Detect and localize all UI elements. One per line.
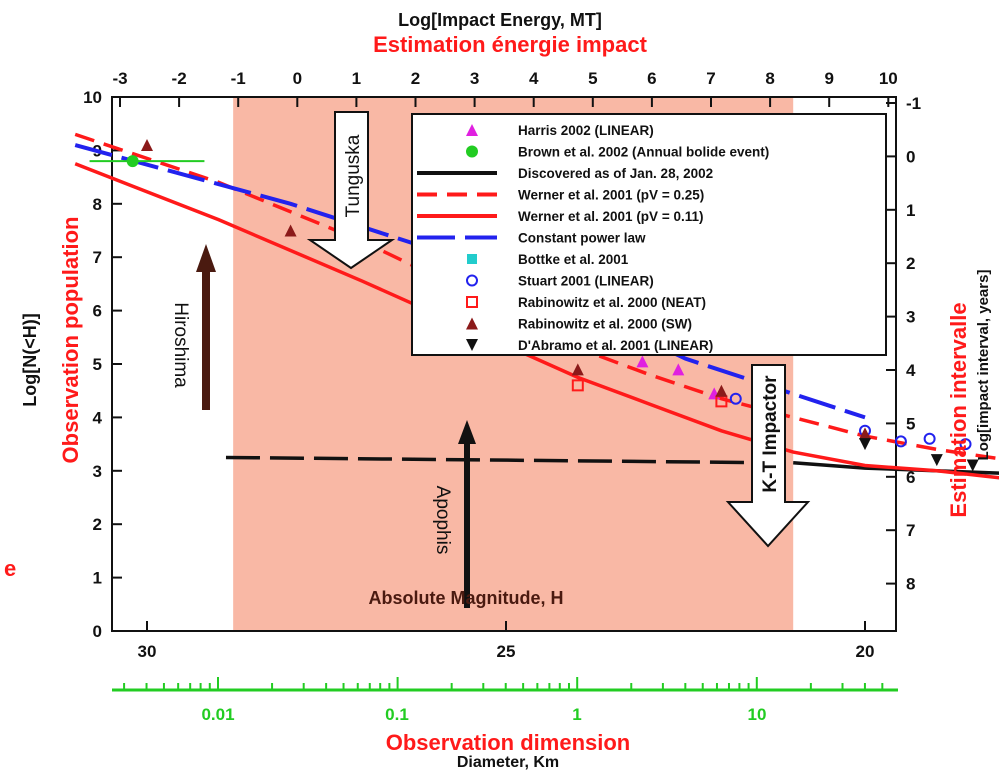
data-point [284,224,297,237]
legend-label: Werner et al. 2001 (pV = 0.11) [518,209,703,224]
data-point [930,454,943,467]
y-right-tick-label: 2 [906,254,915,273]
data-point [141,139,153,152]
tunguska-arrow: Tunguska [306,111,396,270]
y-right-tick-label: 5 [906,414,915,433]
data-point [859,427,871,440]
y-left-tick-label: 0 [93,622,102,641]
data-point [894,435,907,448]
y-left-tick-label: 10 [83,88,102,107]
data-point [571,363,584,376]
legend-label: Constant power law [518,231,646,246]
legend-label: Werner et al. 2001 (pV = 0.25) [518,188,704,203]
x-bottom-tick-label: 30 [138,642,157,661]
x-top-tick-label: 4 [529,69,539,88]
legend-label: D'Abramo et al. 2001 (LINEAR) [518,338,713,353]
y-left-tick-label: 2 [93,515,102,534]
x-bottom-tick-label: 25 [497,642,516,661]
y-right-tick-label: 8 [906,575,915,594]
left-axis-label: Log[N(<H)] [20,313,40,406]
y-right-tick-label: 6 [906,468,915,487]
x-top-tick-label: 0 [293,69,302,88]
kt-impactor-arrow: K-T Impactor [725,364,811,548]
hiroshima-arrow: Hiroshima [170,244,216,410]
data-point [715,384,728,397]
legend-swatch [466,145,478,158]
y-left-tick-label: 4 [93,408,103,427]
data-point [729,392,742,405]
y-left-tick-label: 7 [93,248,102,267]
x-top-tick-label: 6 [647,69,656,88]
legend-label: Brown et al. 2002 (Annual bolide event) [518,145,769,160]
diameter-tick-label: 0.01 [201,705,234,724]
y-left-tick-label: 1 [93,569,102,588]
y-left-tick-label: 3 [93,462,102,481]
legend-label: Stuart 2001 (LINEAR) [518,274,654,289]
kt-impactor-label: K-T Impactor [760,375,781,493]
legend: Harris 2002 (LINEAR) Brown et al. 2002 (A… [411,113,887,356]
diameter-axis-label: Diameter, Km [457,754,559,770]
data-point [923,432,936,445]
right-axis-label: Log[impact interval, years] [975,270,992,461]
top-axis-label: Log[Impact Energy, MT] [398,10,602,30]
legend-label: Rabinowitz et al. 2000 (NEAT) [518,295,706,310]
legend-label: Rabinowitz et al. 2000 (SW) [518,317,692,332]
y-right-tick-label: 7 [906,521,915,540]
apophis-label: Apophis [432,486,453,555]
hiroshima-label: Hiroshima [170,302,191,388]
x-bottom-tick-label: 20 [856,642,875,661]
legend-label: Discovered as of Jan. 28, 2002 [518,166,713,181]
diameter-tick-label: 10 [748,705,767,724]
diameter-tick-label: 1 [572,705,581,724]
legend-label: Harris 2002 (LINEAR) [518,123,654,138]
edge-fragment: e [4,556,16,581]
left-red-label: Observation population [58,217,83,464]
bottom-red-label: Observation dimension [386,730,631,755]
data-point [636,355,649,368]
bottom-axis-label: Absolute Magnitude, H [369,588,564,608]
legend-swatch [466,274,478,287]
x-top-tick-label: 2 [411,69,420,88]
legend-swatch [466,339,478,351]
legend-swatch [466,124,478,136]
legend-swatch [466,296,478,308]
x-top-tick-label: -1 [231,69,246,88]
series-line [225,455,779,465]
y-right-tick-label: -1 [906,94,921,113]
data-point [126,155,139,168]
legend-label: Bottke et al. 2001 [518,252,629,267]
x-top-tick-label: 1 [352,69,361,88]
y-right-tick-label: 4 [906,361,916,380]
y-right-tick-label: 0 [906,147,915,166]
x-top-tick-label: 8 [765,69,774,88]
y-right-tick-label: 1 [906,201,915,220]
data-point [571,379,584,392]
data-point [672,363,685,376]
legend-swatch [467,254,477,264]
right-red-label: Estimation intervalle [946,302,971,517]
data-point [959,438,972,451]
data-point [859,438,871,451]
x-top-tick-label: 7 [706,69,715,88]
data-point [966,459,979,472]
legend-swatch [466,317,478,330]
x-top-tick-label: 9 [824,69,833,88]
x-top-tick-label: -2 [172,69,187,88]
y-left-tick-label: 6 [93,302,102,321]
x-top-tick-label: 5 [588,69,597,88]
y-right-tick-label: 3 [906,308,915,327]
top-red-label: Estimation énergie impact [373,32,648,57]
apophis-arrow: Apophis [432,420,476,608]
y-left-tick-label: 8 [93,195,102,214]
y-left-tick-label: 5 [93,355,102,374]
x-top-tick-label: 10 [879,69,898,88]
diameter-tick-label: 0.1 [385,705,409,724]
x-top-tick-label: -3 [112,69,127,88]
x-top-tick-label: 3 [470,69,479,88]
tunguska-label: Tunguska [343,134,364,217]
